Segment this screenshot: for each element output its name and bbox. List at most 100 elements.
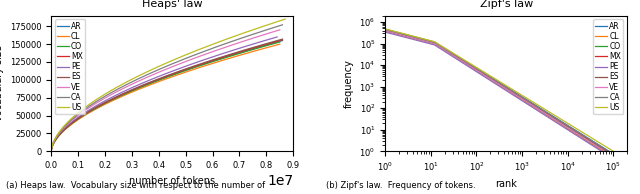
- PE: [47, 150, 55, 152]
- CA: [605, 150, 612, 152]
- CA: [159, 67, 166, 69]
- US: [187, 52, 195, 54]
- PE: [232, 48, 240, 50]
- US: [559, 119, 567, 122]
- AR: [47, 150, 55, 152]
- MX: [585, 138, 593, 140]
- PE: [391, 33, 399, 36]
- CA: [556, 120, 563, 122]
- CA: [278, 24, 286, 26]
- US: [381, 28, 389, 30]
- PE: [273, 36, 281, 38]
- Line: CO: CO: [385, 31, 605, 151]
- CA: [237, 37, 244, 40]
- Y-axis label: vocabulary size: vocabulary size: [0, 45, 4, 121]
- PE: [422, 41, 429, 44]
- CA: [443, 49, 451, 51]
- VE: [271, 30, 278, 33]
- Line: CA: CA: [385, 29, 609, 151]
- ES: [381, 29, 389, 31]
- Title: Heaps' law: Heaps' law: [142, 0, 202, 9]
- VE: [47, 150, 55, 152]
- PE: [170, 70, 177, 72]
- PE: [156, 75, 164, 77]
- CL: [276, 43, 284, 45]
- PE: [268, 37, 275, 40]
- US: [276, 20, 284, 22]
- MX: [556, 120, 563, 122]
- Line: CO: CO: [51, 42, 280, 151]
- MX: [422, 39, 429, 41]
- Line: PE: PE: [51, 37, 277, 151]
- MX: [381, 29, 389, 31]
- CL: [47, 150, 55, 152]
- US: [610, 150, 618, 152]
- ES: [555, 120, 563, 122]
- ES: [386, 30, 394, 32]
- AR: [443, 48, 451, 51]
- PE: [598, 150, 605, 152]
- MX: [159, 77, 166, 79]
- US: [47, 150, 55, 152]
- CO: [553, 120, 561, 122]
- AR: [605, 150, 613, 152]
- ES: [185, 67, 193, 69]
- ES: [159, 76, 166, 79]
- US: [160, 63, 168, 65]
- CL: [422, 40, 429, 43]
- CA: [185, 56, 193, 58]
- AR: [586, 138, 594, 140]
- CL: [391, 32, 399, 35]
- Line: VE: VE: [385, 31, 605, 151]
- ES: [422, 39, 429, 42]
- ES: [237, 50, 244, 52]
- AR: [391, 31, 399, 33]
- MX: [273, 40, 281, 42]
- VE: [422, 40, 429, 42]
- PE: [155, 75, 163, 78]
- VE: [582, 138, 590, 141]
- US: [422, 38, 429, 41]
- Legend: AR, CL, CO, MX, PE, ES, VE, CA, US: AR, CL, CO, MX, PE, ES, VE, CA, US: [593, 19, 623, 114]
- VE: [171, 65, 179, 67]
- PE: [182, 65, 189, 67]
- CA: [422, 39, 429, 41]
- CL: [386, 31, 394, 33]
- CA: [391, 31, 399, 33]
- US: [174, 57, 182, 59]
- CA: [586, 138, 593, 140]
- CO: [156, 79, 164, 81]
- ES: [278, 38, 286, 40]
- AR: [386, 29, 394, 32]
- MX: [157, 77, 165, 80]
- CL: [581, 138, 589, 141]
- CA: [273, 25, 281, 28]
- US: [443, 48, 451, 50]
- CL: [600, 150, 607, 152]
- AR: [273, 41, 281, 43]
- MX: [47, 150, 55, 152]
- ES: [157, 77, 165, 79]
- Line: AR: AR: [385, 29, 609, 151]
- AR: [556, 120, 564, 122]
- US: [239, 32, 247, 34]
- CO: [391, 32, 399, 34]
- ES: [391, 31, 399, 34]
- AR: [185, 68, 193, 70]
- US: [282, 18, 289, 20]
- CA: [386, 29, 394, 32]
- AR: [278, 39, 286, 42]
- PE: [381, 31, 389, 33]
- CO: [47, 150, 55, 152]
- Line: PE: PE: [385, 32, 602, 151]
- MX: [386, 30, 394, 32]
- CL: [184, 70, 191, 73]
- Line: AR: AR: [51, 41, 282, 151]
- VE: [235, 42, 243, 44]
- VE: [443, 50, 451, 52]
- CO: [271, 42, 278, 45]
- Line: US: US: [385, 29, 614, 151]
- MX: [391, 31, 399, 33]
- ES: [47, 150, 55, 152]
- ES: [443, 49, 451, 51]
